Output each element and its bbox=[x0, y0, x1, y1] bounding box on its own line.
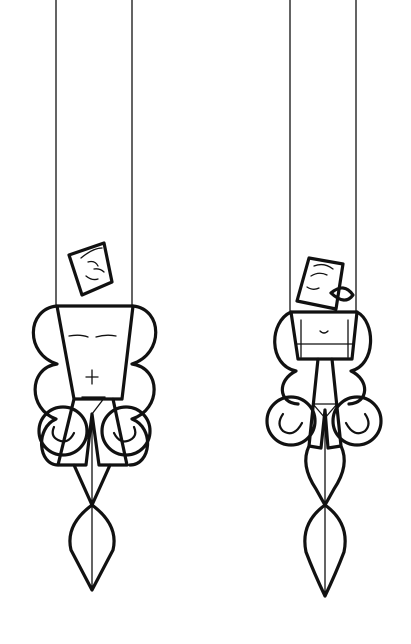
left-eye-line bbox=[87, 260, 99, 267]
left-left-inner-curl bbox=[51, 425, 76, 443]
right-left-inner-curl bbox=[278, 412, 304, 435]
left-hair-line bbox=[80, 247, 103, 259]
left-left-curl-outline bbox=[31, 304, 60, 467]
right-left-ring-icon bbox=[265, 395, 317, 447]
left-body bbox=[31, 304, 158, 592]
left-figure bbox=[31, 0, 158, 592]
right-figure bbox=[265, 0, 383, 598]
right-head bbox=[295, 256, 355, 311]
right-chest-mark bbox=[319, 330, 329, 334]
right-torso-inner-lines bbox=[300, 319, 349, 358]
right-body bbox=[265, 310, 383, 598]
left-head-outline bbox=[67, 241, 114, 297]
left-chest-lines bbox=[68, 334, 117, 338]
left-center-line bbox=[81, 396, 106, 506]
left-torso-outline bbox=[55, 304, 135, 401]
left-right-inner-curl bbox=[112, 425, 137, 443]
right-mouth-line bbox=[306, 286, 320, 290]
left-right-ring-icon bbox=[100, 405, 152, 457]
right-head-outline bbox=[295, 256, 345, 311]
right-hip-triangle bbox=[312, 403, 338, 419]
right-hair-bun bbox=[329, 286, 355, 302]
left-right-curl-outline bbox=[128, 304, 158, 467]
left-head bbox=[67, 241, 114, 297]
right-eye-line bbox=[310, 272, 328, 277]
left-cross-mark bbox=[85, 369, 99, 385]
right-right-inner-curl bbox=[344, 412, 370, 435]
left-mouth-line bbox=[85, 275, 99, 281]
left-brow-line bbox=[93, 268, 105, 273]
right-torso-outline bbox=[289, 310, 359, 361]
right-brow-line bbox=[313, 263, 334, 270]
left-hip-frame bbox=[56, 397, 129, 467]
right-right-ring-icon bbox=[331, 395, 383, 447]
left-left-ring-icon bbox=[37, 405, 89, 457]
